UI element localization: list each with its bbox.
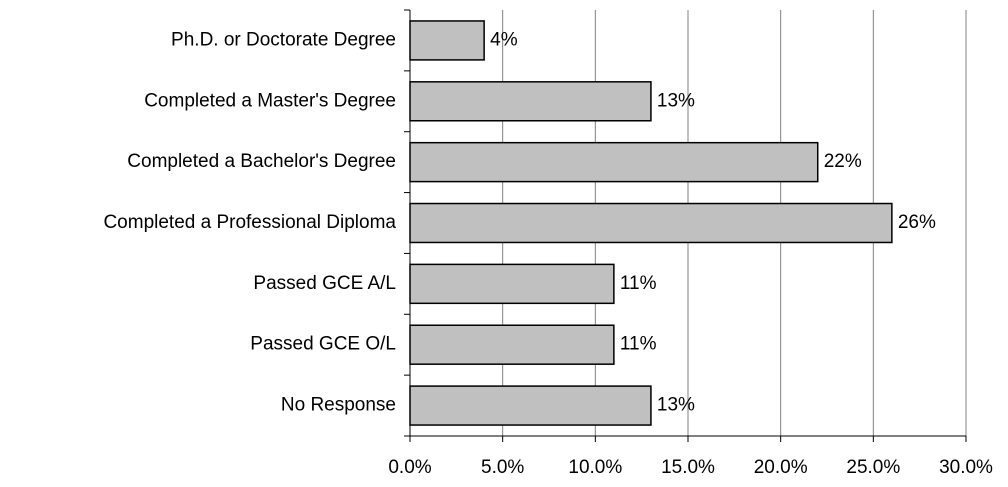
bar — [409, 324, 615, 365]
bar — [409, 81, 652, 122]
value-label: 13% — [657, 395, 695, 416]
x-tick-label: 15.0% — [661, 457, 715, 478]
bar — [409, 141, 819, 183]
value-label: 11% — [620, 334, 657, 355]
x-tick-label: 20.0% — [754, 457, 808, 478]
x-tick-label: 0.0% — [388, 457, 431, 478]
value-label: 11% — [620, 273, 657, 294]
y-tick-label: No Response — [281, 395, 396, 416]
bar — [409, 263, 615, 305]
bar — [409, 202, 893, 244]
y-tick-label: Completed a Bachelor's Degree — [127, 151, 396, 172]
y-tick-label: Completed a Professional Diploma — [103, 212, 396, 233]
value-label: 22% — [824, 151, 862, 172]
value-label: 13% — [657, 90, 695, 111]
y-tick-label: Passed GCE A/L — [253, 273, 396, 294]
y-tick-label: Ph.D. or Doctorate Degree — [171, 29, 396, 50]
x-tick-label: 25.0% — [846, 457, 900, 478]
bar — [409, 20, 485, 61]
value-label: 26% — [898, 212, 936, 233]
y-tick-label: Completed a Master's Degree — [144, 90, 396, 111]
value-label: 4% — [490, 29, 518, 50]
x-tick-label: 10.0% — [568, 457, 622, 478]
y-tick-label: Passed GCE O/L — [250, 334, 396, 355]
x-tick-label: 5.0% — [481, 457, 524, 478]
x-tick-label: 30.0% — [939, 457, 993, 478]
bar — [409, 385, 652, 426]
